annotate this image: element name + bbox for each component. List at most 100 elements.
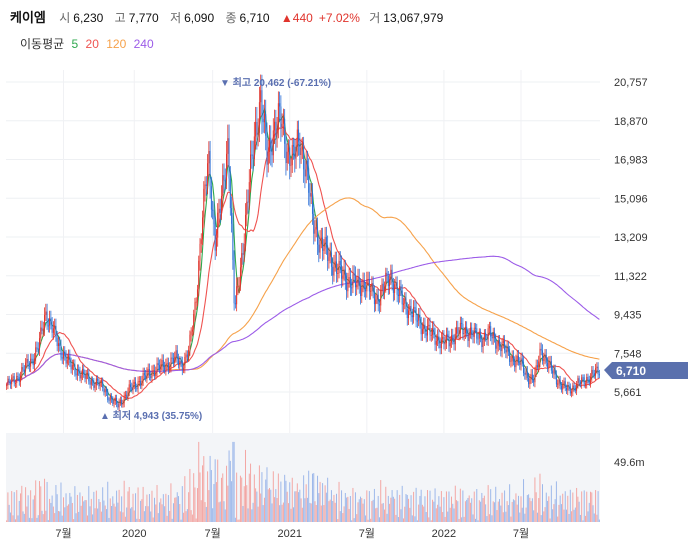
- candle-body: [156, 363, 158, 373]
- volume-bar: [567, 495, 569, 522]
- candle-body: [50, 318, 52, 325]
- candle-body: [496, 345, 498, 349]
- candle-body: [270, 137, 272, 152]
- x-tick-label: 7월: [359, 527, 375, 540]
- candle-body: [215, 237, 217, 251]
- candle-body: [127, 391, 129, 398]
- volume-bar: [351, 520, 353, 522]
- candle-body: [338, 261, 340, 274]
- candle-body: [180, 360, 182, 362]
- candle-body: [61, 357, 63, 359]
- volume-bar: [389, 503, 391, 522]
- candle-body: [12, 376, 14, 378]
- candle-body: [129, 384, 131, 388]
- candle-body: [257, 132, 259, 135]
- volume-bar: [324, 485, 326, 522]
- volume-bar: [490, 489, 492, 522]
- candle-body: [324, 237, 326, 249]
- volume-bar: [510, 516, 512, 522]
- candle-body: [381, 283, 383, 291]
- volume-bar: [286, 491, 288, 522]
- candle-body: [311, 193, 313, 214]
- candle-body: [166, 362, 168, 365]
- volume-bar: [8, 504, 10, 522]
- volume-bar: [377, 495, 379, 522]
- ma-20[interactable]: 20: [85, 37, 99, 51]
- candle-body: [370, 290, 372, 292]
- candle-body: [75, 373, 77, 376]
- volume-bar: [392, 496, 394, 522]
- volume-bar: [485, 504, 487, 522]
- candle-body: [27, 359, 29, 366]
- candle-body: [243, 243, 245, 255]
- volume-bar: [320, 505, 322, 522]
- ma-120[interactable]: 120: [106, 37, 127, 51]
- candle-body: [205, 184, 207, 186]
- volume-bar: [491, 515, 493, 522]
- volume-bar: [413, 491, 415, 522]
- volume-bar: [195, 518, 197, 522]
- volume-bar: [9, 512, 11, 522]
- candle-body: [313, 213, 315, 234]
- volume-bar: [563, 509, 565, 522]
- candle-body: [126, 394, 128, 398]
- volume-bar: [47, 520, 49, 522]
- volume-bar: [65, 493, 67, 522]
- volume-value: 13,067,979: [383, 11, 444, 25]
- candle-body: [306, 161, 308, 169]
- candle-body: [143, 372, 145, 376]
- candle-body: [347, 281, 349, 292]
- volume-bar: [160, 498, 162, 522]
- volume-bar: [501, 492, 503, 522]
- candle-body: [512, 355, 514, 362]
- candle-body: [322, 237, 324, 251]
- candle-body: [310, 193, 312, 197]
- candle-body: [301, 146, 303, 148]
- candle-body: [354, 275, 356, 288]
- candle-body: [500, 346, 502, 352]
- candle-body: [199, 243, 201, 261]
- candle-body: [323, 248, 325, 251]
- ma-5[interactable]: 5: [71, 37, 79, 51]
- candle-body: [471, 327, 473, 335]
- candle-body: [231, 208, 233, 224]
- candle-body: [238, 285, 240, 287]
- candle-body: [246, 201, 248, 215]
- volume-bar: [190, 510, 192, 522]
- candle-body: [296, 129, 298, 147]
- volume-bar: [151, 490, 153, 522]
- volume-bar: [291, 477, 293, 522]
- volume-bar: [27, 495, 29, 522]
- ma-240[interactable]: 240: [133, 37, 154, 51]
- candle-body: [252, 154, 254, 160]
- candle-body: [6, 385, 8, 387]
- candle-body: [543, 358, 545, 361]
- candle-body: [219, 208, 221, 214]
- volume-bar: [12, 515, 14, 522]
- y-tick-label: 11,322: [614, 271, 647, 283]
- candle-body: [112, 399, 114, 404]
- volume-bar: [505, 511, 507, 522]
- volume-bar: [429, 490, 431, 522]
- candle-body: [423, 324, 425, 330]
- volume-bar: [385, 486, 387, 522]
- candle-body: [107, 391, 109, 400]
- candle-body: [170, 357, 172, 368]
- volume-bar: [196, 488, 198, 522]
- volume-bar: [93, 491, 95, 522]
- candle-body: [276, 128, 278, 137]
- candle-body: [223, 175, 225, 181]
- candle-body: [390, 269, 392, 280]
- volume-bar: [184, 476, 186, 522]
- y-tick-label: 7,548: [614, 348, 642, 360]
- candle-body: [366, 279, 368, 292]
- ma-5-line: [6, 107, 600, 405]
- candle-body: [389, 279, 391, 287]
- volume-bar: [7, 492, 9, 522]
- volume-bar: [459, 488, 461, 522]
- volume-bar: [178, 496, 180, 522]
- candle-body: [493, 332, 495, 339]
- volume-bar: [165, 493, 167, 522]
- volume-bar: [42, 514, 44, 522]
